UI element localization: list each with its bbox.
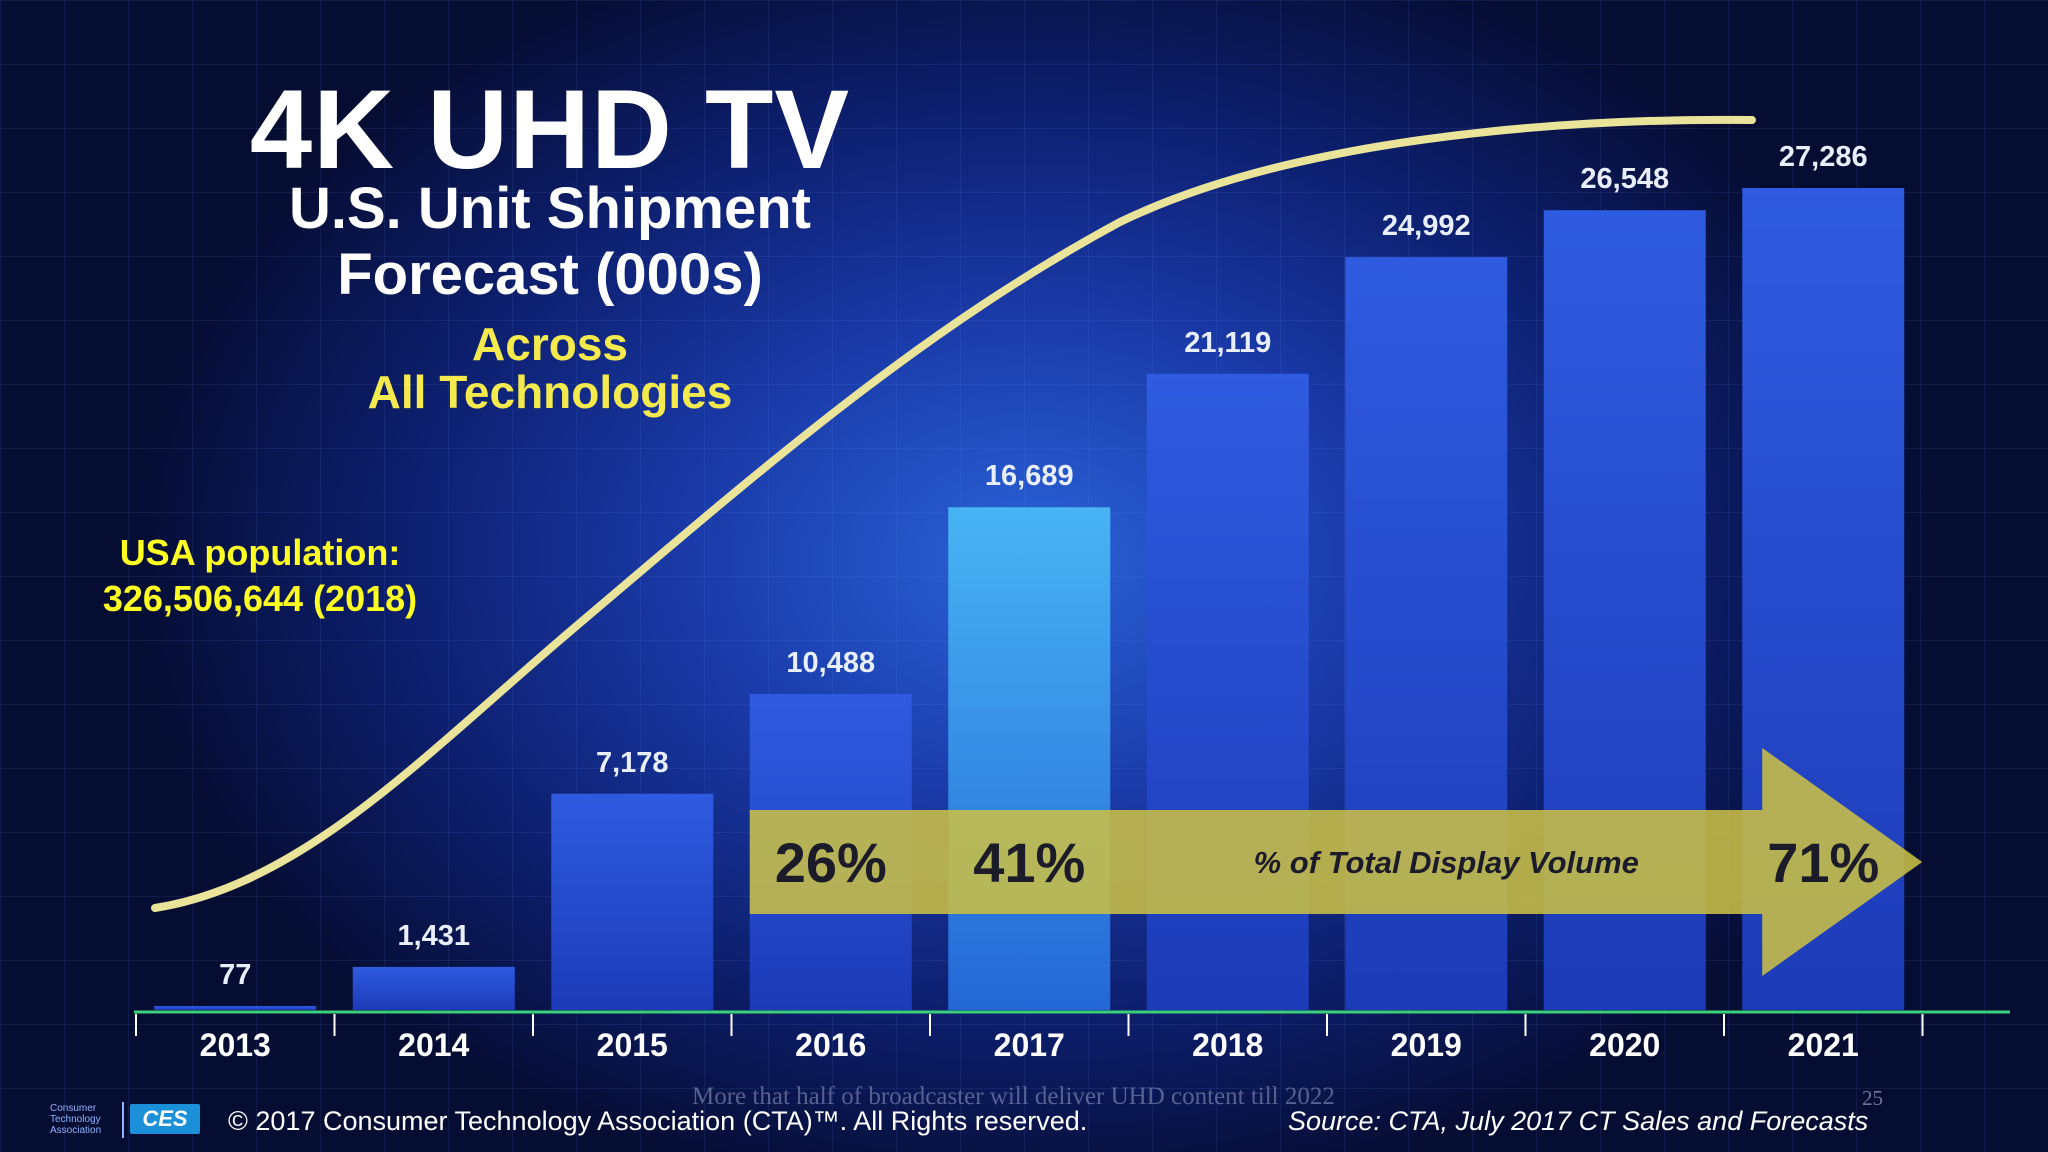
ces-logo-badge: CES — [130, 1104, 200, 1134]
value-label-2021: 27,286 — [1779, 141, 1868, 173]
x-tick-label-2019: 2019 — [1391, 1027, 1462, 1063]
subtitle-line-2: Forecast (000s) — [337, 242, 763, 307]
source-citation: Source: CTA, July 2017 CT Sales and Fore… — [1288, 1106, 1869, 1136]
growth-curve — [151, 115, 1756, 912]
population-annotation-line-1: USA population: — [119, 532, 401, 573]
page-number: 25 — [1862, 1086, 1883, 1110]
value-label-2018: 21,119 — [1184, 327, 1271, 359]
x-tick-label-2021: 2021 — [1788, 1027, 1859, 1063]
value-label-2013: 77 — [219, 959, 251, 991]
arrow-label: % of Total Display Volume — [1254, 845, 1639, 880]
x-tick-label-2015: 2015 — [597, 1027, 668, 1063]
value-label-2016: 10,488 — [786, 647, 875, 679]
volume-arrow — [749, 748, 1923, 976]
technology-note-line-2: All Technologies — [367, 366, 733, 418]
value-label-2015: 7,178 — [596, 747, 669, 779]
x-tick-label-2017: 2017 — [994, 1027, 1065, 1063]
chart-title: 4K UHD TV — [249, 67, 851, 192]
value-label-2020: 26,548 — [1580, 163, 1669, 195]
bar-2013 — [154, 1006, 317, 1010]
chart-subtitle: U.S. Unit Shipment Forecast (000s) — [130, 176, 970, 308]
copyright-notice: © 2017 Consumer Technology Association (… — [228, 1106, 1088, 1136]
x-tick-label-2018: 2018 — [1192, 1027, 1263, 1063]
value-label-2019: 24,992 — [1382, 210, 1471, 242]
x-tick-label-2013: 2013 — [200, 1027, 271, 1063]
technology-note-line-1: Across — [472, 318, 628, 370]
footer-note: More that half of broadcaster will deliv… — [692, 1083, 1335, 1110]
bar-2015 — [551, 793, 714, 1010]
cta-logo-text: Consumer Technology Association — [50, 1103, 102, 1136]
subtitle-line-1: U.S. Unit Shipment — [289, 176, 811, 241]
technology-note: Across All Technologies — [180, 320, 920, 416]
logo-divider — [122, 1102, 124, 1138]
percent-label-2021: 71% — [1767, 831, 1879, 894]
x-tick-label-2016: 2016 — [795, 1027, 866, 1063]
percent-label-2017: 41% — [973, 831, 1085, 894]
value-label-2014: 1,431 — [397, 920, 470, 952]
value-label-2017: 16,689 — [985, 460, 1074, 492]
x-tick-label-2014: 2014 — [398, 1027, 469, 1063]
population-annotation-line-2: 326,506,644 (2018) — [102, 578, 418, 619]
population-annotation: USA population: 326,506,644 (2018) — [60, 530, 460, 622]
x-tick-label-2020: 2020 — [1589, 1027, 1660, 1063]
bar-2014 — [352, 966, 515, 1010]
bar-2018 — [1146, 373, 1309, 1010]
bar-2017 — [948, 507, 1111, 1010]
percent-label-2016: 26% — [775, 831, 887, 894]
